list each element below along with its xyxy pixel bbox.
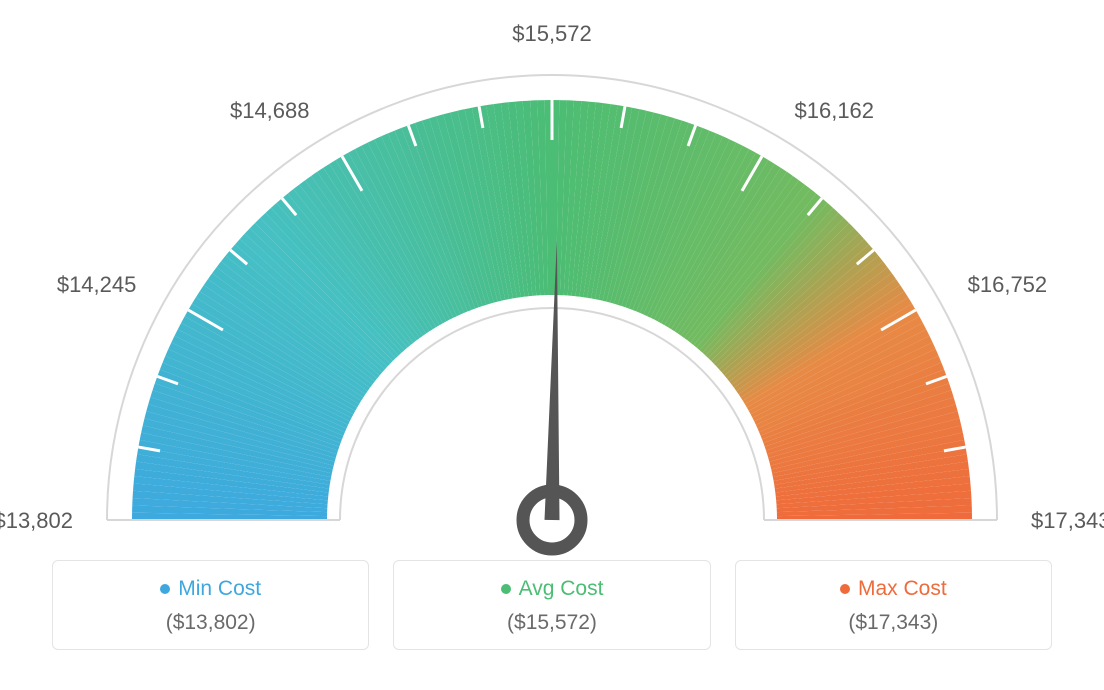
legend-title-max: Max Cost	[840, 577, 947, 601]
legend-value-min: ($13,802)	[53, 611, 368, 635]
legend-title-text: Min Cost	[178, 577, 261, 601]
legend-title-text: Avg Cost	[519, 577, 604, 601]
gauge-tick-label: $14,688	[230, 98, 310, 124]
bullet-icon	[501, 584, 511, 594]
gauge-tick-label: $17,343	[1031, 508, 1104, 534]
bullet-icon	[160, 584, 170, 594]
gauge-tick-label: $13,802	[0, 508, 73, 534]
gauge-tick-label: $15,572	[512, 21, 592, 47]
gauge-svg	[32, 40, 1072, 580]
gauge-tick-label: $16,162	[795, 98, 875, 124]
legend-title-avg: Avg Cost	[501, 577, 604, 601]
gauge-tick-label: $14,245	[57, 272, 137, 298]
legend-value-avg: ($15,572)	[394, 611, 709, 635]
gauge-chart: $13,802$14,245$14,688$15,572$16,162$16,7…	[20, 20, 1084, 560]
legend-title-text: Max Cost	[858, 577, 947, 601]
gauge-tick-label: $16,752	[968, 272, 1048, 298]
legend-value-max: ($17,343)	[736, 611, 1051, 635]
bullet-icon	[840, 584, 850, 594]
legend-title-min: Min Cost	[160, 577, 261, 601]
